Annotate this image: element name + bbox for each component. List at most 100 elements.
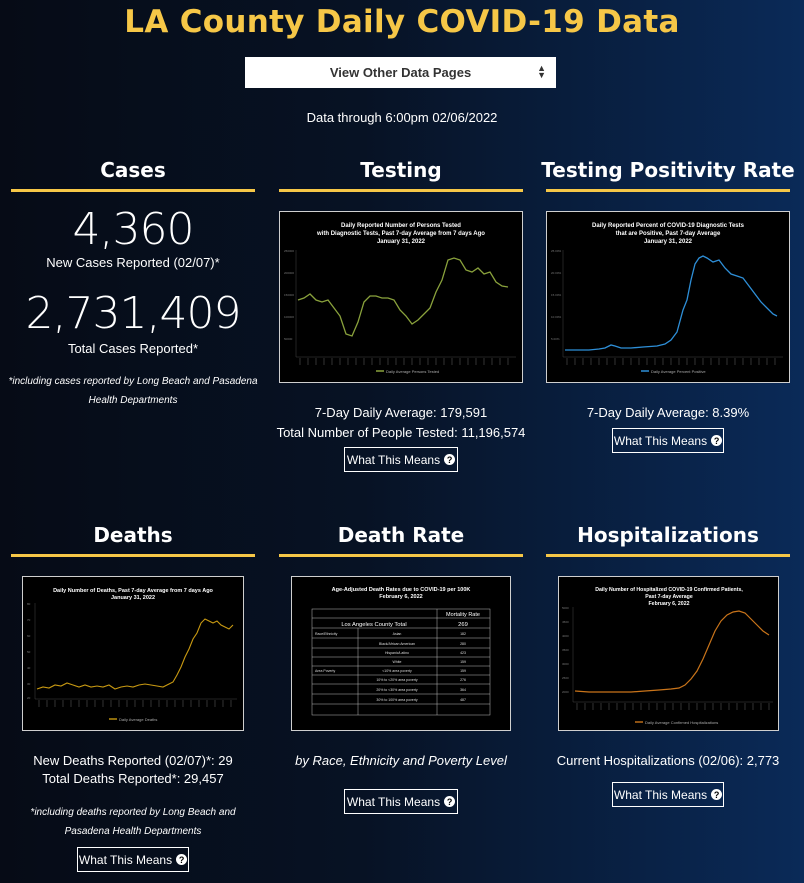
hosp-series-line bbox=[574, 610, 770, 693]
svg-text:15.00%: 15.00% bbox=[551, 293, 562, 297]
positivity-what-this-means-button[interactable]: What This Means? bbox=[612, 428, 724, 453]
svg-text:2000: 2000 bbox=[562, 690, 569, 694]
total-cases-value: 2,731,409 bbox=[25, 288, 242, 339]
svg-text:4000: 4000 bbox=[562, 634, 569, 638]
hospitalizations-what-this-means-button[interactable]: What This Means? bbox=[612, 782, 724, 807]
cases-note: *including cases reported by Long Beach … bbox=[0, 372, 266, 410]
death-rate-row-value: 423 bbox=[460, 651, 466, 655]
testing-chart[interactable]: Daily Reported Number of Persons Tested … bbox=[279, 211, 523, 383]
deaths-series-line bbox=[36, 618, 234, 690]
svg-text:10.00%: 10.00% bbox=[551, 315, 562, 319]
svg-text:50000: 50000 bbox=[284, 337, 293, 341]
question-icon: ? bbox=[444, 454, 456, 465]
testing-what-this-means-button[interactable]: What This Means? bbox=[344, 447, 458, 472]
svg-text:200000: 200000 bbox=[284, 271, 294, 275]
svg-text:250000: 250000 bbox=[284, 249, 294, 253]
svg-text:5.00%: 5.00% bbox=[551, 337, 560, 341]
deaths-what-this-means-button[interactable]: What This Means? bbox=[77, 847, 189, 872]
hosp-chart-title-2: Past 7-day Average bbox=[645, 594, 693, 600]
death-rate-row-value: 159 bbox=[460, 669, 466, 673]
svg-text:80: 80 bbox=[27, 602, 31, 606]
death-rate-title: Death Rate bbox=[337, 523, 465, 547]
question-icon: ? bbox=[444, 796, 456, 807]
button-label: What This Means bbox=[613, 787, 708, 802]
testing-divider bbox=[279, 189, 523, 192]
death-rate-divider bbox=[279, 554, 523, 557]
positivity-divider bbox=[546, 189, 790, 192]
button-label: What This Means bbox=[346, 452, 441, 467]
question-icon: ? bbox=[711, 789, 723, 800]
deaths-chart[interactable]: Daily Number of Deaths, Past 7-day Avera… bbox=[22, 576, 244, 731]
data-pages-select[interactable]: View Other Data Pages ▲ ▼ bbox=[245, 57, 556, 88]
svg-text:3000: 3000 bbox=[562, 662, 569, 666]
death-rate-row-value: 159 bbox=[460, 660, 466, 664]
deaths-divider bbox=[11, 554, 255, 557]
new-deaths: New Deaths Reported (02/07)*: 29 bbox=[33, 753, 233, 768]
death-rate-row-label: 30% to 100% area poverty bbox=[376, 698, 417, 702]
death-rate-col-header: Mortality Rate bbox=[446, 612, 480, 618]
svg-text:20: 20 bbox=[27, 696, 31, 700]
svg-text:150000: 150000 bbox=[284, 293, 294, 297]
svg-text:50: 50 bbox=[27, 650, 31, 654]
deaths-chart-title-2: January 31, 2022 bbox=[111, 595, 155, 601]
death-rate-group-race: Race/Ethnicity bbox=[315, 632, 338, 636]
hosp-chart-title-1: Daily Number of Hospitalized COVID-19 Co… bbox=[595, 587, 743, 593]
cases-title: Cases bbox=[100, 158, 166, 182]
death-rate-row-value: 276 bbox=[460, 678, 466, 682]
positivity-avg: 7-Day Daily Average: 8.39% bbox=[586, 405, 750, 420]
question-icon: ? bbox=[711, 435, 723, 446]
hospitalizations-title: Hospitalizations bbox=[577, 523, 759, 547]
question-icon: ? bbox=[176, 854, 188, 865]
death-rate-table-image[interactable]: Age-Adjusted Death Rates due to COVID-19… bbox=[291, 576, 511, 731]
death-rate-what-this-means-button[interactable]: What This Means? bbox=[344, 789, 458, 814]
hosp-chart-title-3: February 6, 2022 bbox=[649, 601, 690, 607]
hosp-legend: Daily Average Confirmed Hospitalizations bbox=[645, 720, 718, 725]
page-title: LA County Daily COVID-19 Data bbox=[124, 4, 680, 40]
deaths-note-line2: Pasadena Health Departments bbox=[64, 826, 202, 837]
testing-chart-title-1: Daily Reported Number of Persons Tested bbox=[341, 223, 461, 229]
data-through-text: Data through 6:00pm 02/06/2022 bbox=[306, 110, 498, 125]
death-rate-row-value: 280 bbox=[460, 642, 466, 646]
cases-divider bbox=[11, 189, 255, 192]
death-rate-table-title-1: Age-Adjusted Death Rates due to COVID-19… bbox=[332, 587, 471, 593]
positivity-chart-title-3: January 31, 2022 bbox=[644, 239, 693, 245]
svg-text:20.00%: 20.00% bbox=[551, 271, 562, 275]
svg-text:25.00%: 25.00% bbox=[551, 249, 562, 253]
svg-text:5000: 5000 bbox=[562, 606, 569, 610]
death-rate-row-label: Black/African American bbox=[379, 642, 415, 646]
button-label: What This Means bbox=[78, 852, 173, 867]
death-rate-row-label: Asian bbox=[393, 632, 402, 636]
select-value: View Other Data Pages bbox=[329, 65, 472, 80]
testing-chart-title-2: with Diagnostic Tests, Past 7-day Averag… bbox=[316, 231, 485, 237]
deaths-title: Deaths bbox=[93, 523, 173, 547]
cases-note-line1: *including cases reported by Long Beach … bbox=[8, 376, 258, 387]
deaths-note: *including deaths reported by Long Beach… bbox=[11, 803, 255, 841]
death-rate-group-poverty: Area Poverty bbox=[315, 669, 335, 673]
death-rate-row-label: Hispanic/Latino bbox=[385, 651, 409, 655]
total-cases-label: Total Cases Reported* bbox=[67, 341, 199, 356]
positivity-chart[interactable]: Daily Reported Percent of COVID-19 Diagn… bbox=[546, 211, 790, 383]
death-rate-row-value: 487 bbox=[460, 698, 466, 702]
death-rate-row-label: 10% to <20% area poverty bbox=[376, 678, 418, 682]
testing-total: Total Number of People Tested: 11,196,57… bbox=[276, 425, 526, 440]
positivity-series-line bbox=[565, 255, 778, 351]
svg-text:40: 40 bbox=[27, 666, 31, 670]
death-rate-row-value: 182 bbox=[460, 632, 466, 636]
death-rate-total-value: 269 bbox=[458, 622, 468, 628]
deaths-note-line1: *including deaths reported by Long Beach… bbox=[30, 807, 236, 818]
testing-series-line bbox=[297, 257, 509, 337]
svg-text:4500: 4500 bbox=[562, 620, 569, 624]
new-cases-label: New Cases Reported (02/07)* bbox=[46, 255, 220, 270]
svg-text:30: 30 bbox=[27, 682, 31, 686]
hospitalizations-chart[interactable]: Daily Number of Hospitalized COVID-19 Co… bbox=[558, 576, 779, 731]
button-label: What This Means bbox=[613, 433, 708, 448]
positivity-legend: Daily Average Percent Positive bbox=[651, 369, 706, 374]
svg-text:70: 70 bbox=[27, 618, 31, 622]
deaths-chart-title-1: Daily Number of Deaths, Past 7-day Avera… bbox=[53, 588, 213, 594]
select-arrows-icon: ▲ ▼ bbox=[537, 63, 546, 80]
total-deaths: Total Deaths Reported*: 29,457 bbox=[42, 771, 224, 786]
svg-text:100000: 100000 bbox=[284, 315, 294, 319]
death-rate-row-value: 364 bbox=[460, 688, 466, 692]
current-hospitalizations: Current Hospitalizations (02/06): 2,773 bbox=[556, 753, 780, 768]
testing-chart-title-3: January 31, 2022 bbox=[377, 239, 426, 245]
